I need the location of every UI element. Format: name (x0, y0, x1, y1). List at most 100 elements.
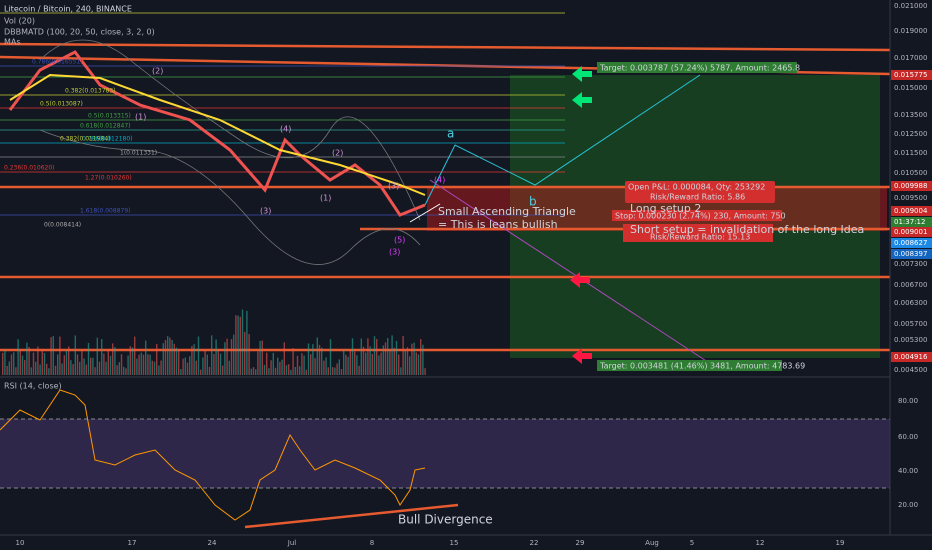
volume-bar (123, 366, 125, 375)
volume-bar (380, 352, 382, 375)
volume-bar (184, 357, 186, 375)
volume-bar (395, 340, 398, 375)
volume-bar (17, 339, 19, 375)
volume-bar (90, 357, 92, 375)
volume-bar (239, 316, 241, 375)
date-label: 5 (690, 539, 694, 547)
axes: 0.021000 0.019000 0.017000 0.015775 0.015000… (16, 2, 932, 547)
volume-bar (409, 356, 411, 375)
volume-bar (72, 364, 74, 375)
price-tag (891, 352, 932, 362)
volume-bar (378, 355, 380, 375)
volume-bar (118, 362, 120, 375)
legend: DBBMATD (100, 20, 50, close, 3, 2, 0) (4, 28, 155, 37)
date-label: 10 (16, 539, 25, 547)
volume-bar (94, 367, 96, 375)
volume-bar (160, 360, 162, 375)
volume-bar (323, 360, 325, 375)
price-tag (891, 227, 932, 237)
volume-bar (327, 367, 329, 375)
date-label: Jul (287, 539, 297, 547)
volume-bar (178, 350, 180, 375)
volume-bar (404, 350, 406, 375)
volume-bar (15, 367, 17, 375)
volume-bar (162, 343, 164, 375)
volume-bar (340, 368, 343, 375)
label: Risk/Reward Ratio: 5.86 (650, 193, 745, 202)
fib-label: 1.27(0.010260) (85, 175, 132, 182)
volume-bar (417, 354, 420, 375)
arrows-down (570, 272, 592, 364)
price-label: 0.009004 (894, 207, 928, 215)
rsi-label: 80.00 (898, 397, 918, 405)
price-label: 0.017000 (894, 54, 927, 62)
volume-bar (224, 342, 226, 375)
price-label: 0.006300 (894, 299, 927, 307)
volume-bar (351, 338, 354, 375)
date-label: 17 (128, 539, 137, 547)
wave: (1) (135, 113, 146, 122)
volume-bar (307, 343, 310, 375)
volume-bar (237, 315, 239, 375)
volume-bar (382, 345, 384, 375)
price-label: 0.011500 (894, 149, 927, 157)
volume-bar (259, 340, 261, 375)
volume-bar (226, 338, 228, 375)
volume-bar (169, 337, 171, 375)
volume-bar (103, 353, 105, 375)
volume-bar (244, 331, 246, 375)
fib-label: 0.786(0.016551) (32, 59, 83, 66)
volume-bar (180, 369, 182, 375)
volume-bar (373, 336, 376, 375)
fib-lines (0, 12, 565, 216)
fib-label: 0.618(0.012847) (80, 123, 131, 130)
price-label: 01:37:12 (894, 218, 925, 226)
price-tag (891, 181, 932, 191)
price-label: 0.009988 (894, 182, 927, 190)
price-label: 0.021000 (894, 2, 927, 10)
volume-bar (252, 367, 255, 375)
volume-bar (290, 369, 292, 375)
volume-bar (241, 309, 244, 375)
volume-bar (347, 356, 349, 375)
volume-bar (343, 348, 345, 375)
volume-bar (389, 350, 391, 375)
pl-box (625, 181, 775, 203)
price-label: 0.019000 (894, 27, 927, 35)
volume-bar (200, 369, 202, 375)
price-tag (891, 217, 932, 227)
volume-bar (376, 338, 378, 375)
date-label: 29 (576, 539, 585, 547)
volume-bar (285, 365, 288, 375)
volume-bar (303, 355, 305, 375)
price-label: 0.012500 (894, 130, 927, 138)
volume-bar (338, 359, 340, 375)
volume-bar (50, 337, 52, 375)
volume-bar (105, 361, 107, 375)
volume-bar (358, 365, 360, 375)
volume-bar (202, 357, 204, 375)
rsi-label: 60.00 (898, 433, 918, 441)
volume-bar (74, 335, 76, 375)
volume-bar (136, 358, 138, 375)
volume-bar (46, 363, 48, 375)
volume-bar (10, 354, 13, 375)
rsi-label: 40.00 (898, 467, 918, 475)
date-label: 12 (756, 539, 765, 547)
volume-bar (149, 354, 151, 375)
volume-bar (367, 338, 369, 375)
volume-bar (211, 335, 213, 375)
volume-bar (186, 362, 189, 375)
volume-bar (334, 367, 336, 375)
stop-box (612, 210, 782, 221)
price-label: 0.009001 (894, 228, 927, 236)
ma (9, 73, 426, 196)
volume-bar (65, 350, 68, 375)
volume-bar (76, 354, 79, 375)
price (8, 50, 426, 217)
volume-bar (292, 348, 294, 375)
volume-bar (255, 369, 257, 375)
wave: (3) (388, 182, 399, 191)
volume-bar (197, 336, 200, 375)
